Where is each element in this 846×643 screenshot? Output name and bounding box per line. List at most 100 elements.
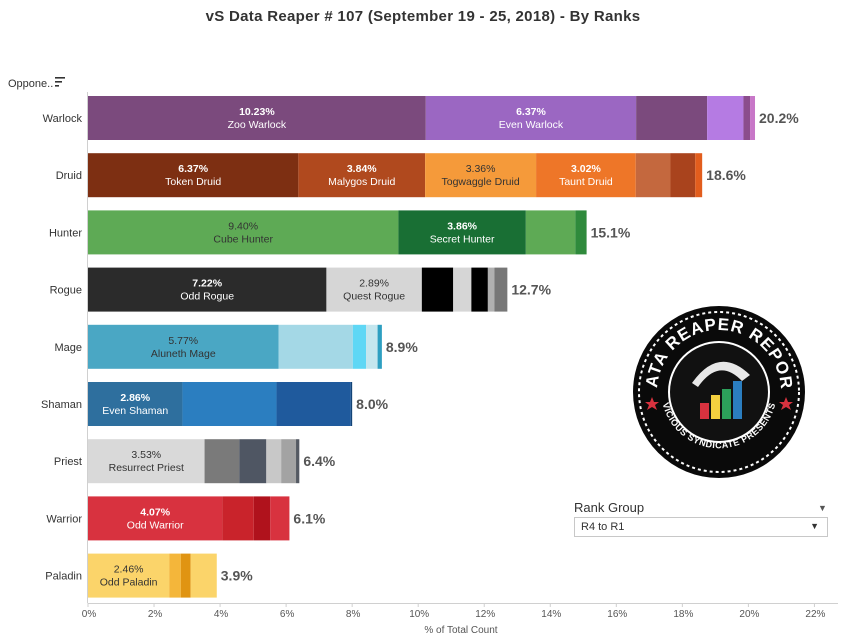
bar-total-label: 20.2%: [759, 110, 799, 126]
x-tick-label: 12%: [475, 609, 495, 620]
x-tick-label: 14%: [541, 609, 561, 620]
segment-name-label: Resurrect Priest: [109, 462, 184, 474]
category-label: Druid: [56, 170, 82, 182]
bar-segment: [298, 153, 426, 198]
category-label: Shaman: [41, 399, 82, 411]
bar-segment: [525, 210, 576, 255]
bar-segment: [276, 382, 351, 426]
bar-segment: [88, 267, 327, 312]
rank-group-dropdown[interactable]: R4 to R1 ▼: [574, 517, 828, 537]
segment-pct-label: 2.89%: [359, 278, 389, 290]
bar-segment: [180, 553, 191, 598]
segment-pct-label: 2.86%: [120, 392, 150, 404]
segment-name-label: Togwaggle Druid: [441, 176, 519, 188]
category-label: Warrior: [46, 513, 82, 525]
bar-segment: [352, 324, 367, 369]
bar-segment: [88, 96, 426, 140]
segment-pct-label: 3.53%: [131, 449, 161, 461]
bar-segment: [350, 382, 353, 426]
category-label: Warlock: [43, 113, 83, 125]
x-axis-label: % of Total Count: [424, 625, 497, 636]
sort-icon[interactable]: [55, 76, 67, 88]
category-label: Priest: [54, 456, 82, 468]
bar-segment: [707, 96, 744, 140]
segment-name-label: Taunt Druid: [559, 176, 613, 188]
segment-pct-label: 3.36%: [466, 163, 496, 175]
bar-segment: [453, 267, 472, 312]
x-tick-label: 10%: [409, 609, 429, 620]
segment-name-label: Odd Warrior: [127, 519, 184, 531]
rank-group-value: R4 to R1: [581, 521, 625, 533]
segment-name-label: Malygos Druid: [328, 176, 395, 188]
x-tick-label: 18%: [673, 609, 693, 620]
segment-name-label: Odd Paladin: [100, 577, 158, 589]
bar-segment: [88, 382, 183, 426]
segment-pct-label: 3.02%: [571, 163, 601, 175]
bar-segment: [635, 153, 671, 198]
bar-total-label: 18.6%: [706, 167, 746, 183]
bar-segment: [695, 153, 703, 198]
segment-pct-label: 6.37%: [516, 106, 546, 118]
bar-segment: [266, 439, 282, 484]
bar-total-label: 8.0%: [356, 396, 388, 412]
bar-segment: [326, 267, 422, 312]
bar-segment: [281, 439, 297, 484]
segment-pct-label: 9.40%: [228, 220, 258, 232]
bar-segment: [204, 439, 240, 484]
bar-segment: [182, 382, 277, 426]
segment-pct-label: 2.46%: [114, 564, 144, 576]
bar-segment: [377, 324, 382, 369]
bar-total-label: 3.9%: [221, 568, 253, 584]
bar-segment: [398, 210, 526, 255]
segment-pct-label: 4.07%: [140, 506, 170, 518]
bar-segment: [494, 267, 508, 312]
bar-segment: [88, 553, 170, 598]
bar-segment: [421, 267, 454, 312]
bar-segment: [88, 439, 205, 484]
x-tick-label: 16%: [607, 609, 627, 620]
bar-total-label: 6.1%: [293, 510, 325, 526]
bar-total-label: 12.7%: [511, 282, 551, 298]
bar-segment: [670, 153, 696, 198]
bar-segment: [425, 96, 637, 140]
x-tick-label: 8%: [346, 609, 361, 620]
segment-pct-label: 6.37%: [178, 163, 208, 175]
bar-segment: [471, 267, 488, 312]
bar-segment: [88, 210, 399, 255]
bar-segment: [190, 553, 217, 598]
segment-name-label: Even Shaman: [102, 405, 168, 417]
segment-name-label: Quest Rogue: [343, 291, 405, 303]
chevron-down-icon: ▼: [810, 521, 819, 531]
segment-pct-label: 3.86%: [447, 220, 477, 232]
bar-segment: [575, 210, 587, 255]
bar-segment: [169, 553, 181, 598]
bar-segment: [88, 153, 299, 198]
segment-pct-label: 3.84%: [347, 163, 377, 175]
data-reaper-report-logo: DATA REAPER REPORT VICIOUS SYNDICATE PRE…: [632, 305, 805, 478]
bar-segment: [425, 153, 537, 198]
opponent-sort-label[interactable]: Oppone..: [8, 78, 54, 90]
segment-name-label: Zoo Warlock: [228, 119, 287, 131]
rank-group-menu-icon[interactable]: ▼: [818, 503, 827, 513]
x-tick-label: 22%: [805, 609, 825, 620]
segment-name-label: Token Druid: [165, 176, 221, 188]
chart-title: vS Data Reaper # 107 (September 19 - 25,…: [205, 8, 641, 25]
segment-pct-label: 10.23%: [239, 106, 275, 118]
bar-segment: [750, 96, 756, 140]
x-tick-label: 6%: [280, 609, 295, 620]
segment-name-label: Secret Hunter: [430, 233, 495, 245]
bar-segment: [487, 267, 495, 312]
bar-segment: [88, 324, 279, 369]
bar-segment: [88, 496, 223, 541]
category-label: Paladin: [45, 571, 82, 583]
segment-name-label: Even Warlock: [499, 119, 564, 131]
x-tick-label: 20%: [739, 609, 759, 620]
bar-segment: [278, 324, 353, 369]
segment-name-label: Aluneth Mage: [151, 348, 216, 360]
rank-group-title: Rank Group: [574, 500, 645, 515]
bar-segment: [636, 96, 708, 140]
bar-segment: [222, 496, 254, 541]
bar-total-label: 15.1%: [591, 224, 631, 240]
category-label: Rogue: [50, 285, 82, 297]
